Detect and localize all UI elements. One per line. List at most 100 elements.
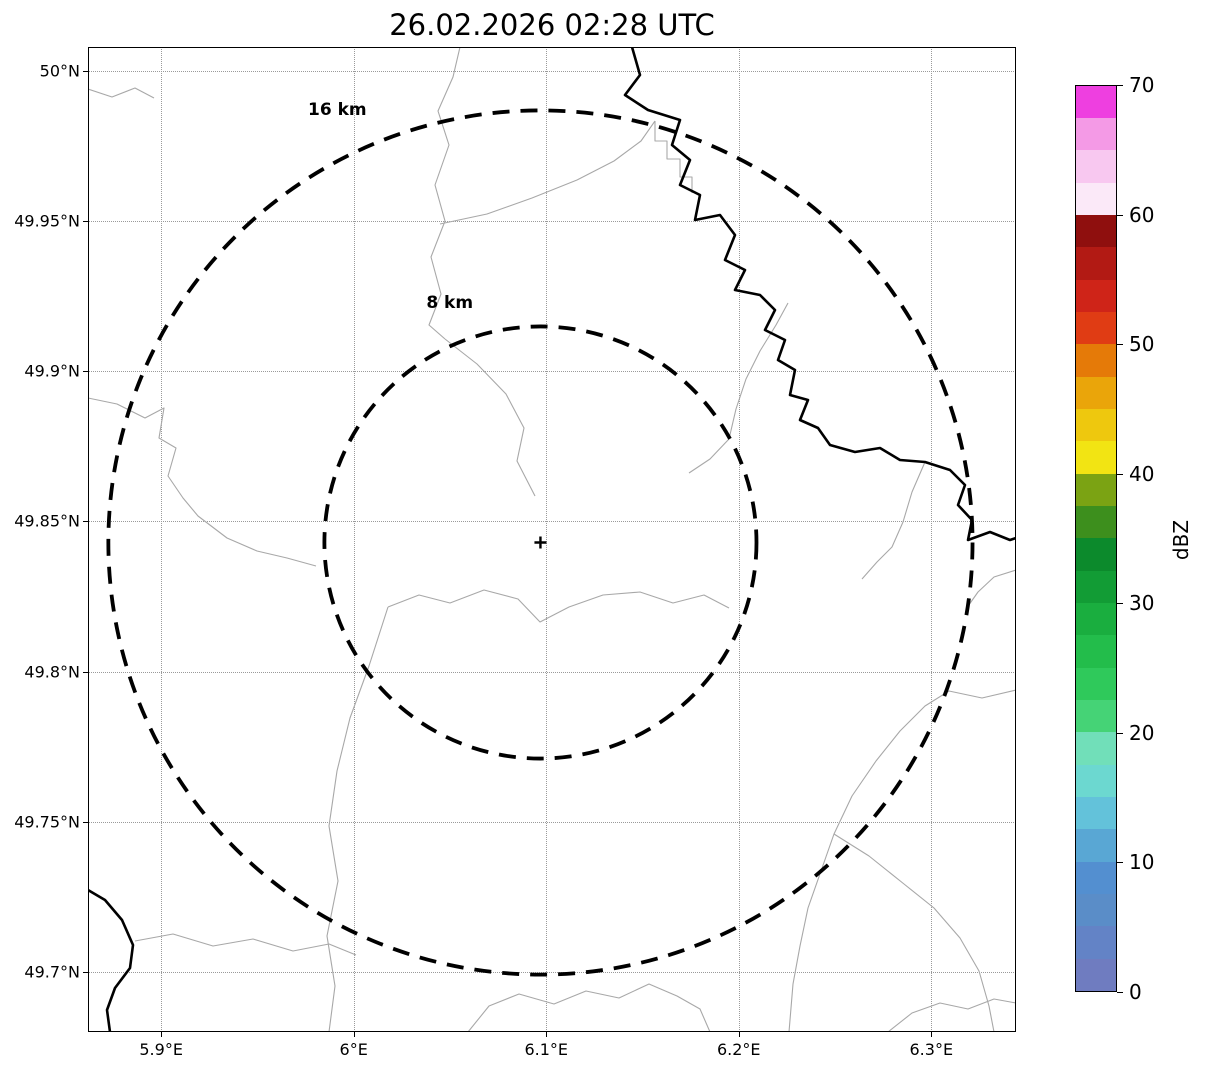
colorbar-segment xyxy=(1076,247,1116,280)
colorbar xyxy=(1075,85,1117,992)
x-tick-label: 6.1°E xyxy=(524,1040,568,1059)
plot-title: 26.02.2026 02:28 UTC xyxy=(389,8,715,42)
border-line xyxy=(88,87,155,99)
colorbar-tick-mark xyxy=(1117,85,1123,86)
border-line xyxy=(439,120,656,225)
colorbar-segment xyxy=(1076,894,1116,927)
colorbar-segment xyxy=(1076,732,1116,765)
x-tick-label: 6.3°E xyxy=(909,1040,954,1059)
colorbar-tick-label: 0 xyxy=(1129,980,1142,1004)
border-line xyxy=(688,302,789,474)
x-axis-tick-mark xyxy=(738,1032,740,1037)
colorbar-segment xyxy=(1076,926,1116,959)
x-axis-tick-mark xyxy=(931,1032,933,1037)
gridline-horizontal xyxy=(88,221,1016,223)
colorbar-segment xyxy=(1076,85,1116,119)
colorbar-segment xyxy=(1076,797,1116,830)
border-line xyxy=(326,606,389,1032)
river-line xyxy=(623,47,1016,542)
border-line xyxy=(428,47,461,340)
gridline-vertical xyxy=(738,47,740,1032)
x-tick-label: 6.2°E xyxy=(716,1040,761,1059)
map-plot-area: 16 km 8 km xyxy=(88,47,1016,1032)
range-ring-label: 16 km xyxy=(308,100,367,121)
y-tick-label: 49.85°N xyxy=(14,511,80,531)
river-line xyxy=(88,888,135,1032)
y-tick-label: 50°N xyxy=(39,61,80,81)
y-axis-tick-mark xyxy=(83,221,88,223)
border-line xyxy=(965,569,1016,610)
border-line xyxy=(833,833,995,1032)
border-line xyxy=(387,589,730,623)
gridline-vertical xyxy=(546,47,548,1032)
border-lines-group xyxy=(88,47,1016,1032)
river-lines-group xyxy=(88,47,1016,1032)
x-axis-tick-mark xyxy=(546,1032,548,1037)
colorbar-axis-label: dBZ xyxy=(1169,519,1193,561)
gridline-horizontal xyxy=(88,821,1016,823)
radar-center-marker xyxy=(534,536,547,549)
colorbar-segment xyxy=(1076,570,1116,604)
colorbar-segment xyxy=(1076,279,1116,313)
y-axis-tick-mark xyxy=(83,971,88,973)
colorbar-tick-mark xyxy=(1117,214,1123,216)
y-axis-tick-mark xyxy=(83,521,88,523)
colorbar-segment xyxy=(1076,215,1116,248)
y-tick-label: 49.95°N xyxy=(14,211,80,231)
colorbar-tick-mark xyxy=(1117,732,1123,734)
colorbar-segment xyxy=(1076,861,1116,895)
y-tick-label: 49.8°N xyxy=(24,662,80,682)
border-line xyxy=(887,998,1016,1032)
colorbar-segment xyxy=(1076,958,1116,991)
colorbar-tick-mark xyxy=(1117,473,1123,475)
colorbar-segment xyxy=(1076,764,1116,798)
colorbar-tick-mark xyxy=(1117,862,1123,864)
y-axis-tick-mark xyxy=(83,71,88,73)
range-ring-16km xyxy=(106,108,975,977)
colorbar-tick-label: 30 xyxy=(1129,591,1155,616)
border-line xyxy=(788,689,1016,1032)
border-line xyxy=(654,121,693,193)
colorbar-tick-mark xyxy=(1117,603,1123,605)
border-line xyxy=(861,461,926,580)
gridline-vertical xyxy=(161,47,163,1032)
gridline-horizontal xyxy=(88,71,1016,73)
y-tick-label: 49.75°N xyxy=(14,812,80,832)
y-axis-tick-mark xyxy=(83,821,88,823)
y-tick-label: 49.7°N xyxy=(24,962,80,982)
gridline-vertical xyxy=(353,47,355,1032)
y-axis-tick-mark xyxy=(83,371,88,373)
gridline-vertical xyxy=(931,47,933,1032)
colorbar-segment xyxy=(1076,635,1116,668)
colorbar-tick-label: 60 xyxy=(1129,202,1155,227)
colorbar-segment xyxy=(1076,473,1116,507)
x-tick-label: 6°E xyxy=(339,1040,368,1059)
colorbar-segment xyxy=(1076,312,1116,345)
border-line xyxy=(134,933,357,956)
colorbar-segment xyxy=(1076,376,1116,410)
colorbar-segment xyxy=(1076,150,1116,183)
colorbar-tick-label: 50 xyxy=(1129,332,1155,357)
colorbar-tick-label: 10 xyxy=(1129,850,1155,875)
gridline-horizontal xyxy=(88,671,1016,673)
colorbar-segment xyxy=(1076,506,1116,539)
border-line xyxy=(88,397,317,567)
map-canvas xyxy=(88,47,1016,1032)
x-axis-tick-mark xyxy=(161,1032,163,1037)
colorbar-tick-mark xyxy=(1117,992,1123,993)
y-tick-label: 49.9°N xyxy=(24,361,80,381)
border-line xyxy=(467,983,711,1032)
x-tick-label: 5.9°E xyxy=(139,1040,183,1059)
gridline-horizontal xyxy=(88,371,1016,373)
colorbar-segment xyxy=(1076,118,1116,151)
colorbar-segment xyxy=(1076,538,1116,571)
border-line xyxy=(444,338,536,497)
gridline-horizontal xyxy=(88,971,1016,973)
colorbar-tick-label: 20 xyxy=(1129,720,1155,745)
colorbar-tick-label: 70 xyxy=(1129,73,1155,97)
colorbar-segment xyxy=(1076,603,1116,636)
colorbar-tick-label: 40 xyxy=(1129,461,1155,486)
colorbar-segment xyxy=(1076,344,1116,377)
y-axis-tick-mark xyxy=(83,671,88,673)
